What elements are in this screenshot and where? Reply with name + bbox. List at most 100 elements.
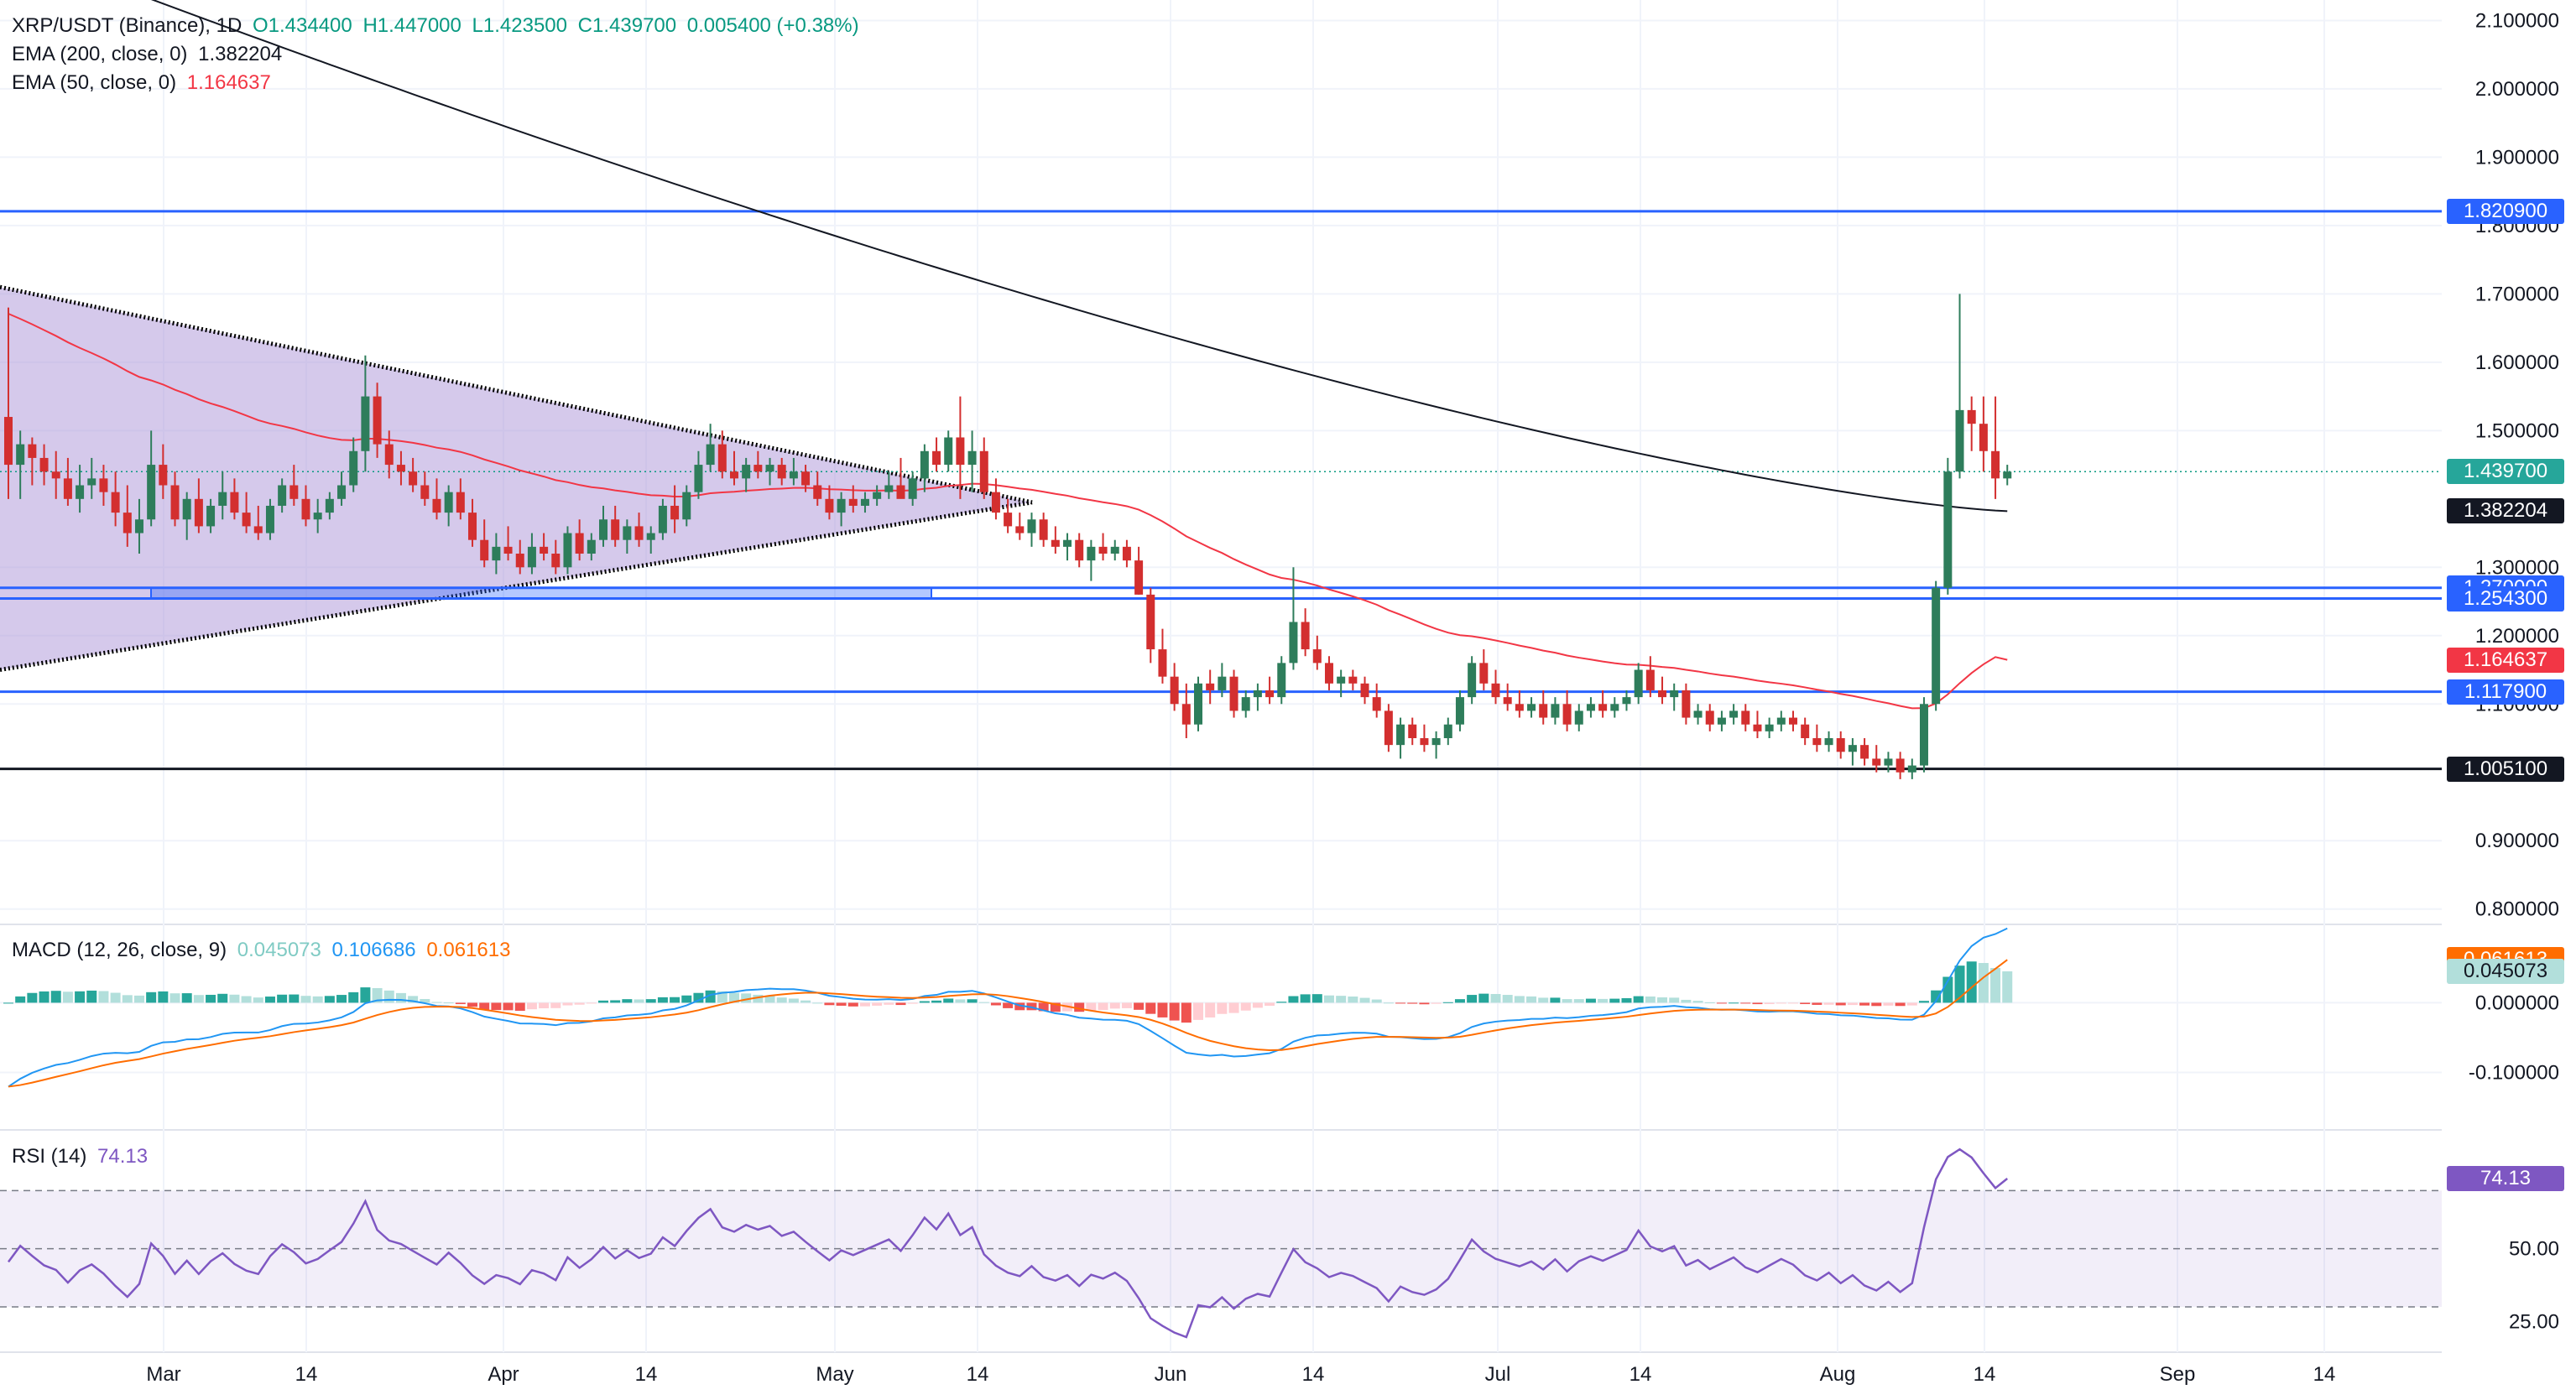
candle: [289, 465, 299, 506]
ema200-label[interactable]: EMA (200, close, 0): [12, 43, 188, 65]
ema200-line: [150, 0, 2008, 513]
price-tag-s1005: 1.005100: [2447, 756, 2564, 782]
candle: [1051, 526, 1060, 554]
macd-histogram-bar: [15, 996, 26, 1003]
candle-body: [242, 513, 251, 527]
macd-histogram-bar: [300, 996, 311, 1003]
candle-body: [682, 492, 691, 520]
open-value: O1.434400: [252, 14, 352, 37]
x-tick-label: 14: [967, 1363, 989, 1386]
x-tick-label: Apr: [488, 1363, 519, 1386]
macd-histogram-bar: [1121, 1002, 1132, 1008]
macd-histogram-bar: [967, 999, 978, 1003]
candle-body: [1539, 704, 1548, 718]
macd-histogram-bar: [907, 1002, 918, 1004]
candle-body: [1360, 683, 1369, 698]
macd-histogram-bar: [1336, 996, 1347, 1003]
candle: [1146, 587, 1155, 664]
candle: [1122, 539, 1131, 568]
candle-body: [1039, 519, 1048, 540]
macd-histogram-bar: [895, 1002, 906, 1006]
candle: [1645, 656, 1655, 698]
candle-body: [611, 519, 620, 540]
candle-body: [1658, 690, 1667, 698]
candle: [682, 485, 691, 527]
y-tick-label: 1.600000: [2475, 351, 2559, 374]
candle: [527, 533, 536, 575]
candle-body: [563, 533, 572, 568]
macd-label[interactable]: MACD (12, 26, close, 9): [12, 939, 227, 961]
candle-body: [1158, 649, 1167, 677]
candle-body: [956, 437, 965, 466]
candle-body: [1468, 663, 1477, 698]
candle: [801, 465, 811, 492]
macd-histogram-bar: [1812, 1002, 1822, 1005]
candle: [373, 383, 382, 458]
candle: [1170, 663, 1179, 711]
candle-body: [1574, 710, 1583, 725]
macd-histogram-bar: [1764, 1002, 1775, 1004]
candle-body: [717, 444, 727, 472]
candle-body: [1253, 690, 1262, 698]
macd-histogram-bar: [1800, 1002, 1811, 1005]
macd-histogram-value: 0.045073: [237, 939, 321, 961]
candle-body: [63, 478, 72, 499]
candle-body: [480, 539, 489, 561]
ema50-label[interactable]: EMA (50, close, 0): [12, 71, 177, 94]
macd-histogram-bar: [110, 992, 121, 1003]
macd-histogram-bar: [1026, 1002, 1037, 1011]
candle-body: [979, 450, 988, 492]
rsi-label[interactable]: RSI (14): [12, 1145, 87, 1168]
macd-histogram-bar: [1478, 993, 1489, 1003]
candle-body: [944, 437, 953, 466]
candle-body: [1765, 724, 1774, 731]
symbol-label[interactable]: XRP/USDT (Binance), 1D: [12, 14, 242, 37]
candle: [1004, 498, 1013, 533]
macd-histogram-bar: [1895, 1002, 1906, 1007]
macd-histogram-bar: [1883, 1002, 1894, 1006]
macd-histogram-bar: [336, 995, 347, 1003]
candle: [1098, 533, 1108, 561]
candle: [1539, 690, 1548, 725]
macd-histogram-bar: [1240, 1002, 1251, 1011]
candle: [837, 492, 846, 527]
macd-histogram-bar: [1157, 1002, 1168, 1017]
candle: [2003, 465, 2012, 486]
macd-histogram-bar: [1835, 1002, 1846, 1006]
macd-histogram-bar: [1205, 1002, 1216, 1017]
candle-body: [932, 450, 941, 466]
macd-y-tick-label: -0.100000: [2469, 1062, 2559, 1085]
macd-histogram-bar: [1788, 1002, 1798, 1004]
macd-histogram-bar: [919, 1001, 930, 1003]
macd-histogram-bar: [693, 992, 704, 1003]
candle-body: [1087, 546, 1096, 561]
macd-histogram-bar: [1669, 997, 1680, 1003]
macd-histogram-bar: [1419, 1002, 1430, 1005]
candle-body: [623, 526, 632, 540]
macd-histogram-bar: [1454, 999, 1465, 1003]
candle: [1027, 513, 1036, 547]
candle-body: [801, 471, 811, 486]
candle-body: [1312, 649, 1322, 664]
macd-histogram-bar: [526, 1002, 537, 1010]
rsi-line: [7, 1148, 2009, 1339]
macd-histogram-bar: [1538, 997, 1549, 1003]
candle: [1468, 656, 1477, 705]
macd-histogram-bar: [978, 1002, 989, 1003]
macd-histogram-bar: [1514, 996, 1525, 1003]
candle-body: [39, 457, 49, 472]
candle: [1206, 669, 1215, 705]
candle: [1872, 745, 1881, 773]
y-tick-label: 2.000000: [2475, 78, 2559, 101]
candle: [742, 457, 751, 492]
macd-histogram-bar: [86, 990, 97, 1003]
macd-signal-value: 0.061613: [426, 939, 511, 961]
candle-body: [634, 526, 644, 540]
candle-body: [873, 492, 882, 499]
candle: [16, 430, 25, 499]
candle-body: [230, 492, 239, 513]
candle-body: [492, 546, 501, 561]
candle-body: [860, 498, 869, 506]
macd-histogram-bar: [1311, 994, 1322, 1003]
